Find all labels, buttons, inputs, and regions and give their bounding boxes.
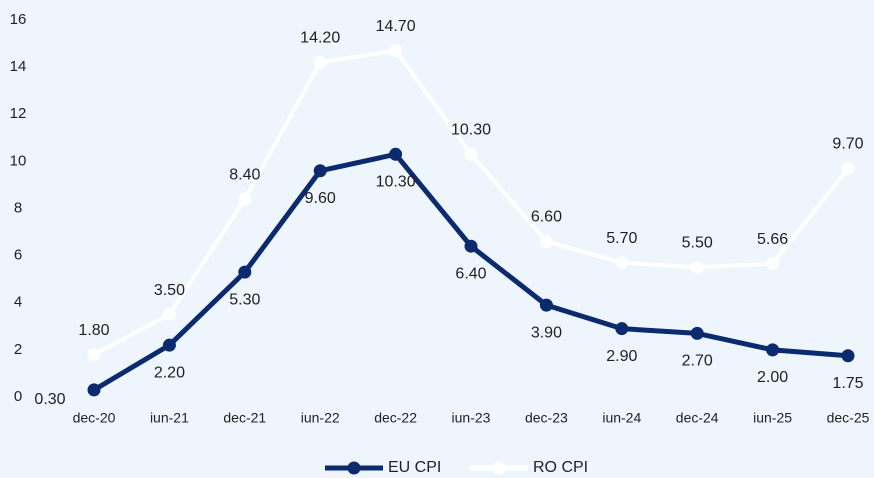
- point: [766, 257, 780, 271]
- data-label: 9.70: [832, 136, 863, 153]
- data-label: 10.30: [376, 174, 416, 191]
- point: [87, 348, 101, 362]
- data-label: 6.40: [455, 265, 486, 282]
- x-tick-label: dec-24: [676, 410, 719, 426]
- y-tick-label: 12: [10, 105, 27, 122]
- x-tick-label: dec-21: [223, 410, 266, 426]
- y-tick-label: 2: [14, 341, 22, 358]
- x-tick-label: iun-25: [753, 410, 792, 426]
- data-label: 5.50: [682, 235, 713, 252]
- data-label: 8.40: [229, 166, 260, 183]
- point: [313, 55, 327, 69]
- legend-label: EU CPI: [388, 459, 441, 476]
- x-tick-label: dec-23: [525, 410, 568, 426]
- x-tick-label: dec-25: [827, 410, 870, 426]
- y-tick-label: 4: [14, 294, 22, 311]
- point: [87, 383, 101, 397]
- point: [841, 349, 855, 363]
- x-tick-label: iun-24: [602, 410, 641, 426]
- x-tick-label: dec-20: [73, 410, 116, 426]
- point: [238, 192, 252, 206]
- point: [464, 239, 478, 253]
- y-tick-label: 16: [10, 11, 27, 28]
- point: [313, 164, 327, 178]
- point: [389, 44, 403, 58]
- point: [615, 322, 629, 336]
- point: [162, 338, 176, 352]
- y-tick-label: 10: [10, 152, 27, 169]
- point: [539, 234, 553, 248]
- data-label: 2.20: [154, 364, 185, 381]
- x-tick-label: iun-23: [452, 410, 491, 426]
- data-label: 1.80: [78, 322, 109, 339]
- point: [841, 161, 855, 175]
- data-label: 2.70: [682, 353, 713, 370]
- point: [690, 260, 704, 274]
- x-tick-label: dec-22: [374, 410, 417, 426]
- point: [539, 298, 553, 312]
- data-label: 10.30: [451, 122, 491, 139]
- point: [238, 265, 252, 279]
- point: [464, 147, 478, 161]
- data-label: 9.60: [305, 190, 336, 207]
- data-label: 14.20: [300, 30, 340, 47]
- y-tick-label: 14: [10, 58, 27, 75]
- point: [690, 326, 704, 340]
- data-label: 0.30: [34, 391, 65, 408]
- y-tick-label: 6: [14, 247, 22, 264]
- x-tick-label: iun-22: [301, 410, 340, 426]
- legend-marker: [347, 461, 361, 475]
- data-label: 6.60: [531, 209, 562, 226]
- data-label: 5.30: [229, 291, 260, 308]
- legend-label: RO CPI: [533, 459, 588, 476]
- data-label: 5.70: [606, 230, 637, 247]
- data-label: 14.70: [376, 18, 416, 35]
- data-label: 5.66: [757, 231, 788, 248]
- point: [389, 147, 403, 161]
- data-label: 2.90: [606, 348, 637, 365]
- point: [162, 308, 176, 322]
- point: [615, 256, 629, 270]
- data-label: 3.50: [154, 282, 185, 299]
- y-tick-label: 8: [14, 199, 22, 216]
- data-label: 1.75: [832, 375, 863, 392]
- legend-marker: [492, 461, 506, 475]
- data-label: 2.00: [757, 369, 788, 386]
- point: [766, 343, 780, 357]
- y-tick-label: 0: [14, 388, 22, 405]
- data-label: 3.90: [531, 324, 562, 341]
- x-tick-label: iun-21: [150, 410, 189, 426]
